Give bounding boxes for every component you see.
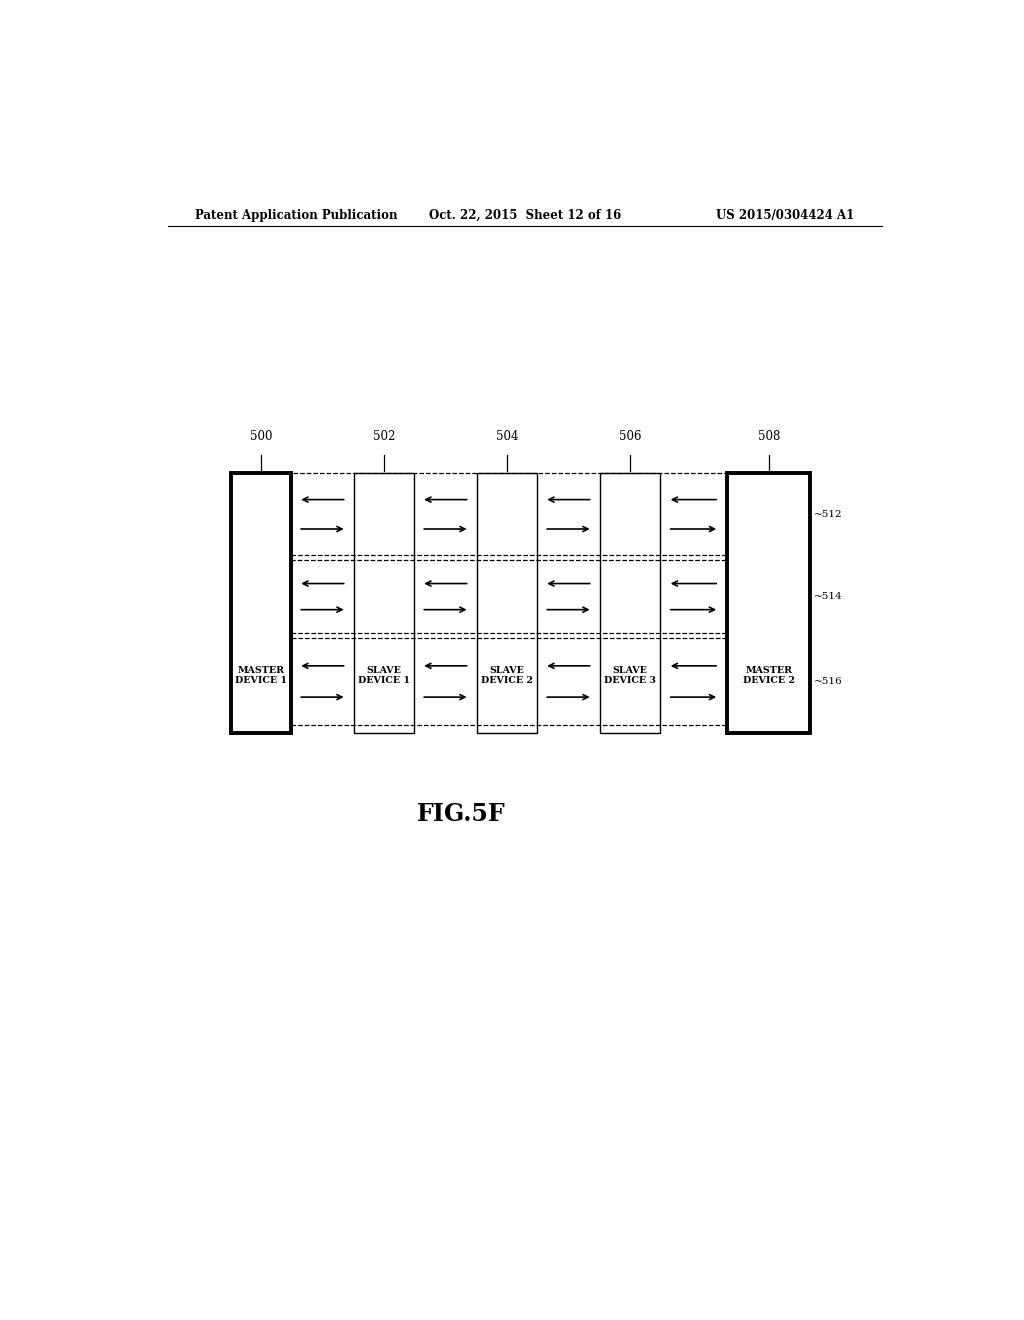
Text: SLAVE
DEVICE 2: SLAVE DEVICE 2 [481,667,532,685]
Text: 508: 508 [758,430,780,444]
Text: ~514: ~514 [814,593,843,601]
Text: ~516: ~516 [814,677,843,686]
Text: Oct. 22, 2015  Sheet 12 of 16: Oct. 22, 2015 Sheet 12 of 16 [429,209,621,222]
Text: SLAVE
DEVICE 3: SLAVE DEVICE 3 [604,667,656,685]
Text: US 2015/0304424 A1: US 2015/0304424 A1 [716,209,854,222]
Text: MASTER
DEVICE 2: MASTER DEVICE 2 [742,667,795,685]
Bar [291,474,727,556]
Text: 500: 500 [250,430,272,444]
Bar [354,474,414,733]
Bar [291,638,727,725]
Text: SLAVE
DEVICE 1: SLAVE DEVICE 1 [358,667,410,685]
Bar [477,474,537,733]
Text: 504: 504 [496,430,518,444]
Text: FIG.5F: FIG.5F [417,803,506,826]
Text: 506: 506 [618,430,641,444]
Bar [727,474,811,733]
Text: 502: 502 [373,430,395,444]
Bar [291,560,727,632]
Bar [231,474,291,733]
Text: MASTER
DEVICE 1: MASTER DEVICE 1 [234,667,287,685]
Text: ~512: ~512 [814,510,843,519]
Bar [600,474,659,733]
Text: Patent Application Publication: Patent Application Publication [196,209,398,222]
